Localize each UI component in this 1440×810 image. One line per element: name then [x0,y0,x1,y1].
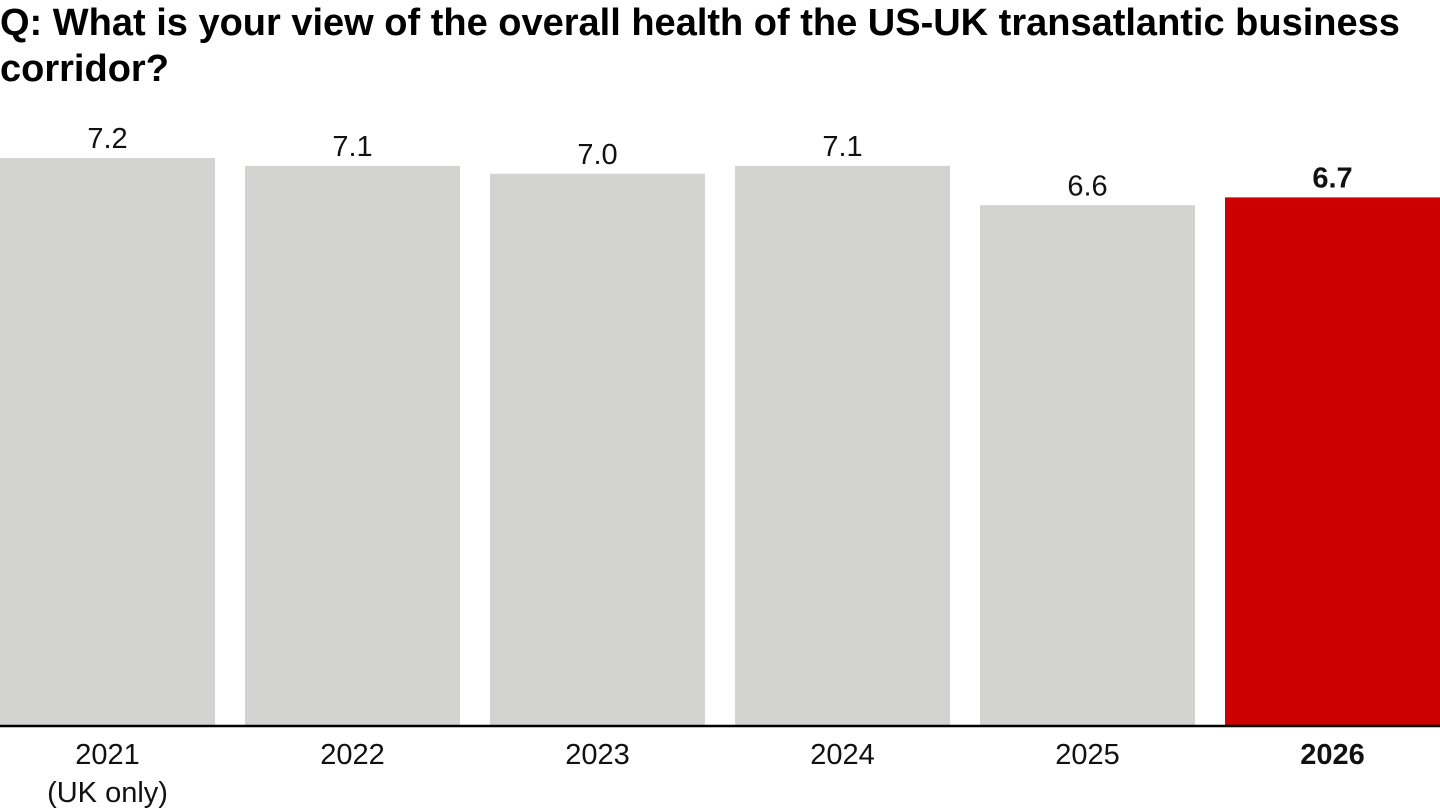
value-label-2024: 7.1 [822,131,862,163]
category-labels-group: 2021 (UK only) 2022 2023 2024 2025 2026 [47,739,1365,809]
category-label-2022: 2022 [320,739,385,771]
value-label-2022: 7.1 [332,131,372,163]
category-label-2026: 2026 [1300,739,1365,771]
category-label-2021: 2021 (UK only) [47,739,168,809]
value-labels-group: 7.2 7.1 7.0 7.1 6.6 6.7 [87,123,1352,202]
bar-2026 [1225,197,1440,725]
value-label-2021: 7.2 [87,123,127,155]
category-label-2024: 2024 [810,739,875,771]
bar-2024 [735,165,950,725]
bar-2021 [0,158,215,725]
bar-2022 [245,165,460,725]
bars-group [0,158,1440,725]
chart-title: Q: What is your view of the overall heal… [0,2,1400,90]
bar-2025 [980,205,1195,725]
category-label-2023: 2023 [565,739,630,771]
value-label-2025: 6.6 [1067,170,1107,202]
category-label-2025: 2025 [1055,739,1120,771]
bar-2023 [490,173,705,725]
value-label-2023: 7.0 [577,139,617,171]
value-label-2026: 6.7 [1312,162,1352,194]
